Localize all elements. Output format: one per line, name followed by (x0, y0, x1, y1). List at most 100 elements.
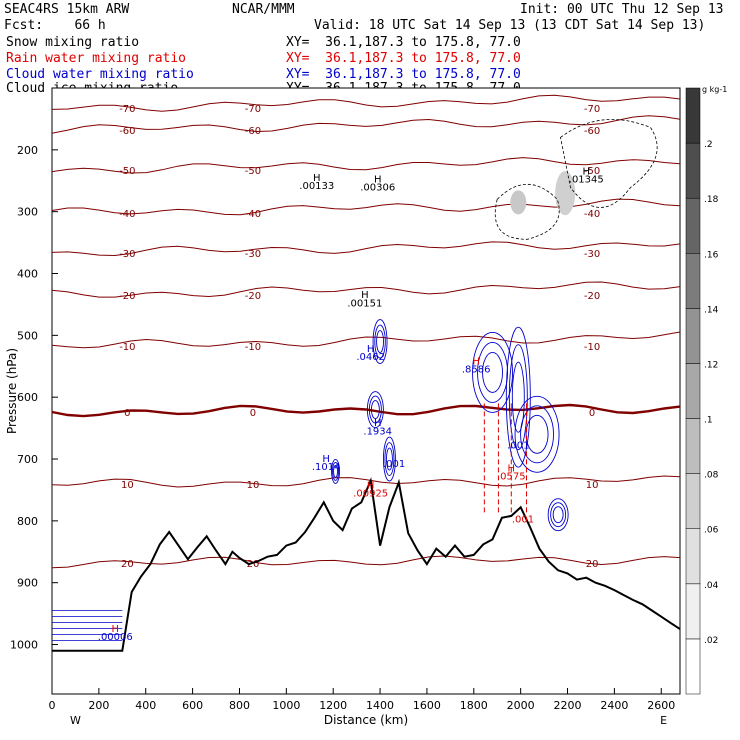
cloud-water-contour (368, 395, 382, 424)
isotherm-label: -30 (584, 249, 600, 260)
cloud-water-contour (331, 458, 340, 484)
isotherm-label: 20 (247, 559, 260, 570)
y-tick-label: 400 (17, 268, 38, 281)
cloud-water-contour (547, 498, 569, 532)
colorbar-label: .1 (704, 416, 713, 426)
colorbar-segment (685, 253, 701, 309)
field-label-rain: Rain water mixing ratio (6, 51, 187, 66)
isotherm-label: 0 (250, 408, 256, 419)
colorbar-label: .04 (704, 581, 719, 591)
isotherm-label: -40 (584, 209, 600, 220)
isotherm-label: -10 (119, 342, 135, 353)
extremum-label: H (472, 356, 480, 367)
extremum-label: .1934 (363, 426, 392, 437)
y-tick-label: 200 (17, 144, 38, 157)
extremum-label: .00006 (98, 632, 133, 643)
isotherm-line (51, 115, 681, 134)
extremum-label: H (367, 344, 375, 355)
isotherm-label: 0 (124, 408, 130, 419)
x-tick-label: 2600 (647, 699, 675, 712)
y-tick-label: 300 (17, 206, 38, 219)
colorbar-segment (685, 197, 701, 254)
cloud-water-contour (477, 341, 508, 403)
extremum-label: .0575 (497, 471, 526, 482)
x-tick-label: 1600 (413, 699, 441, 712)
isotherm-label: -50 (119, 166, 135, 177)
colorbar-label: .06 (704, 526, 719, 536)
cloud-water-contour (520, 405, 555, 464)
colorbar-label: .18 (704, 195, 719, 205)
isotherm-line (51, 475, 681, 488)
cloud-water-contour (366, 391, 384, 429)
x-tick-label: 200 (88, 699, 109, 712)
x-tick-label: 1400 (366, 699, 394, 712)
extremum-label: .001 (383, 459, 405, 470)
colorbar-segment (685, 528, 701, 585)
colorbar-label: .02 (704, 636, 718, 646)
extremum-label: .00151 (347, 298, 382, 309)
isotherm-line (51, 281, 681, 298)
isotherm-label: -60 (245, 126, 261, 137)
colorbar-label: .12 (704, 360, 718, 370)
extremum-label: .0462 (356, 352, 385, 363)
isotherm-label: 20 (121, 559, 134, 570)
cloud-water-contour (472, 331, 513, 413)
y-axis-label: Pressure (hPa) (5, 348, 19, 434)
isotherm-line (51, 94, 681, 112)
isotherm-label: -70 (584, 104, 600, 115)
isotherm-label: -40 (119, 209, 135, 220)
x-tick-label: 1000 (272, 699, 300, 712)
colorbar-label: .08 (704, 471, 719, 481)
colorbar-label: .14 (704, 305, 719, 315)
x-axis-label: Distance (km) (324, 713, 408, 727)
colorbar-segment (685, 87, 701, 144)
x-tick-label: 0 (49, 699, 56, 712)
isotherm-label: -10 (584, 342, 600, 353)
isotherm-label: -50 (245, 166, 261, 177)
isotherm-label: -30 (119, 249, 135, 260)
cloud-water-contour (511, 361, 525, 433)
x-tick-label: 800 (229, 699, 250, 712)
cloud-water-contour (384, 442, 395, 476)
cloud-ice-shading (555, 171, 576, 216)
isotherm-label: -30 (245, 249, 261, 260)
field-xy-snow: XY= 36.1,187.3 to 175.8, 77.0 (286, 35, 521, 50)
cloud-water-contour (505, 326, 531, 468)
isotherm-label: 10 (121, 480, 134, 491)
extremum-label: H (361, 290, 369, 301)
x-tick-label: 400 (135, 699, 156, 712)
cloud-water-contour (376, 330, 385, 353)
y-tick-label: 700 (17, 453, 38, 466)
x-tick-label: 600 (182, 699, 203, 712)
forecast-hour: Fcst: 66 h (4, 18, 106, 33)
cloud-water-contour (333, 464, 338, 478)
extremum-label: .00306 (360, 183, 395, 194)
valid-time: Valid: 18 UTC Sat 14 Sep 13 (13 CDT Sat … (314, 18, 706, 33)
colorbar-segment (685, 142, 701, 199)
extremum-label: H (374, 175, 382, 186)
isotherm-line (51, 555, 681, 569)
isotherm-label: -10 (245, 342, 261, 353)
cloud-water-contour (385, 447, 393, 471)
extremum-label: H (583, 167, 591, 178)
x-tick-label: 2400 (600, 699, 628, 712)
x-tick-label: 1800 (460, 699, 488, 712)
isotherm-label: 0 (589, 408, 595, 419)
isotherm-label: 10 (247, 480, 260, 491)
isotherm-label: 10 (586, 480, 599, 491)
colorbar-units: g kg-1 (702, 85, 727, 94)
isotherm-line (51, 198, 681, 216)
snow-contour (560, 119, 658, 208)
x-end-label-west: W (70, 714, 81, 727)
center-label: NCAR/MMM (232, 2, 295, 17)
colorbar-segment (685, 638, 701, 695)
isotherm-label: -70 (119, 104, 135, 115)
y-tick-label: 500 (17, 329, 38, 342)
cloud-water-contour (372, 319, 388, 364)
isotherm-label: -50 (584, 166, 600, 177)
isotherm-label: -40 (245, 209, 261, 220)
extremum-label: .8586 (462, 364, 491, 375)
init-time: Init: 00 UTC Thu 12 Sep 13 (520, 2, 724, 17)
